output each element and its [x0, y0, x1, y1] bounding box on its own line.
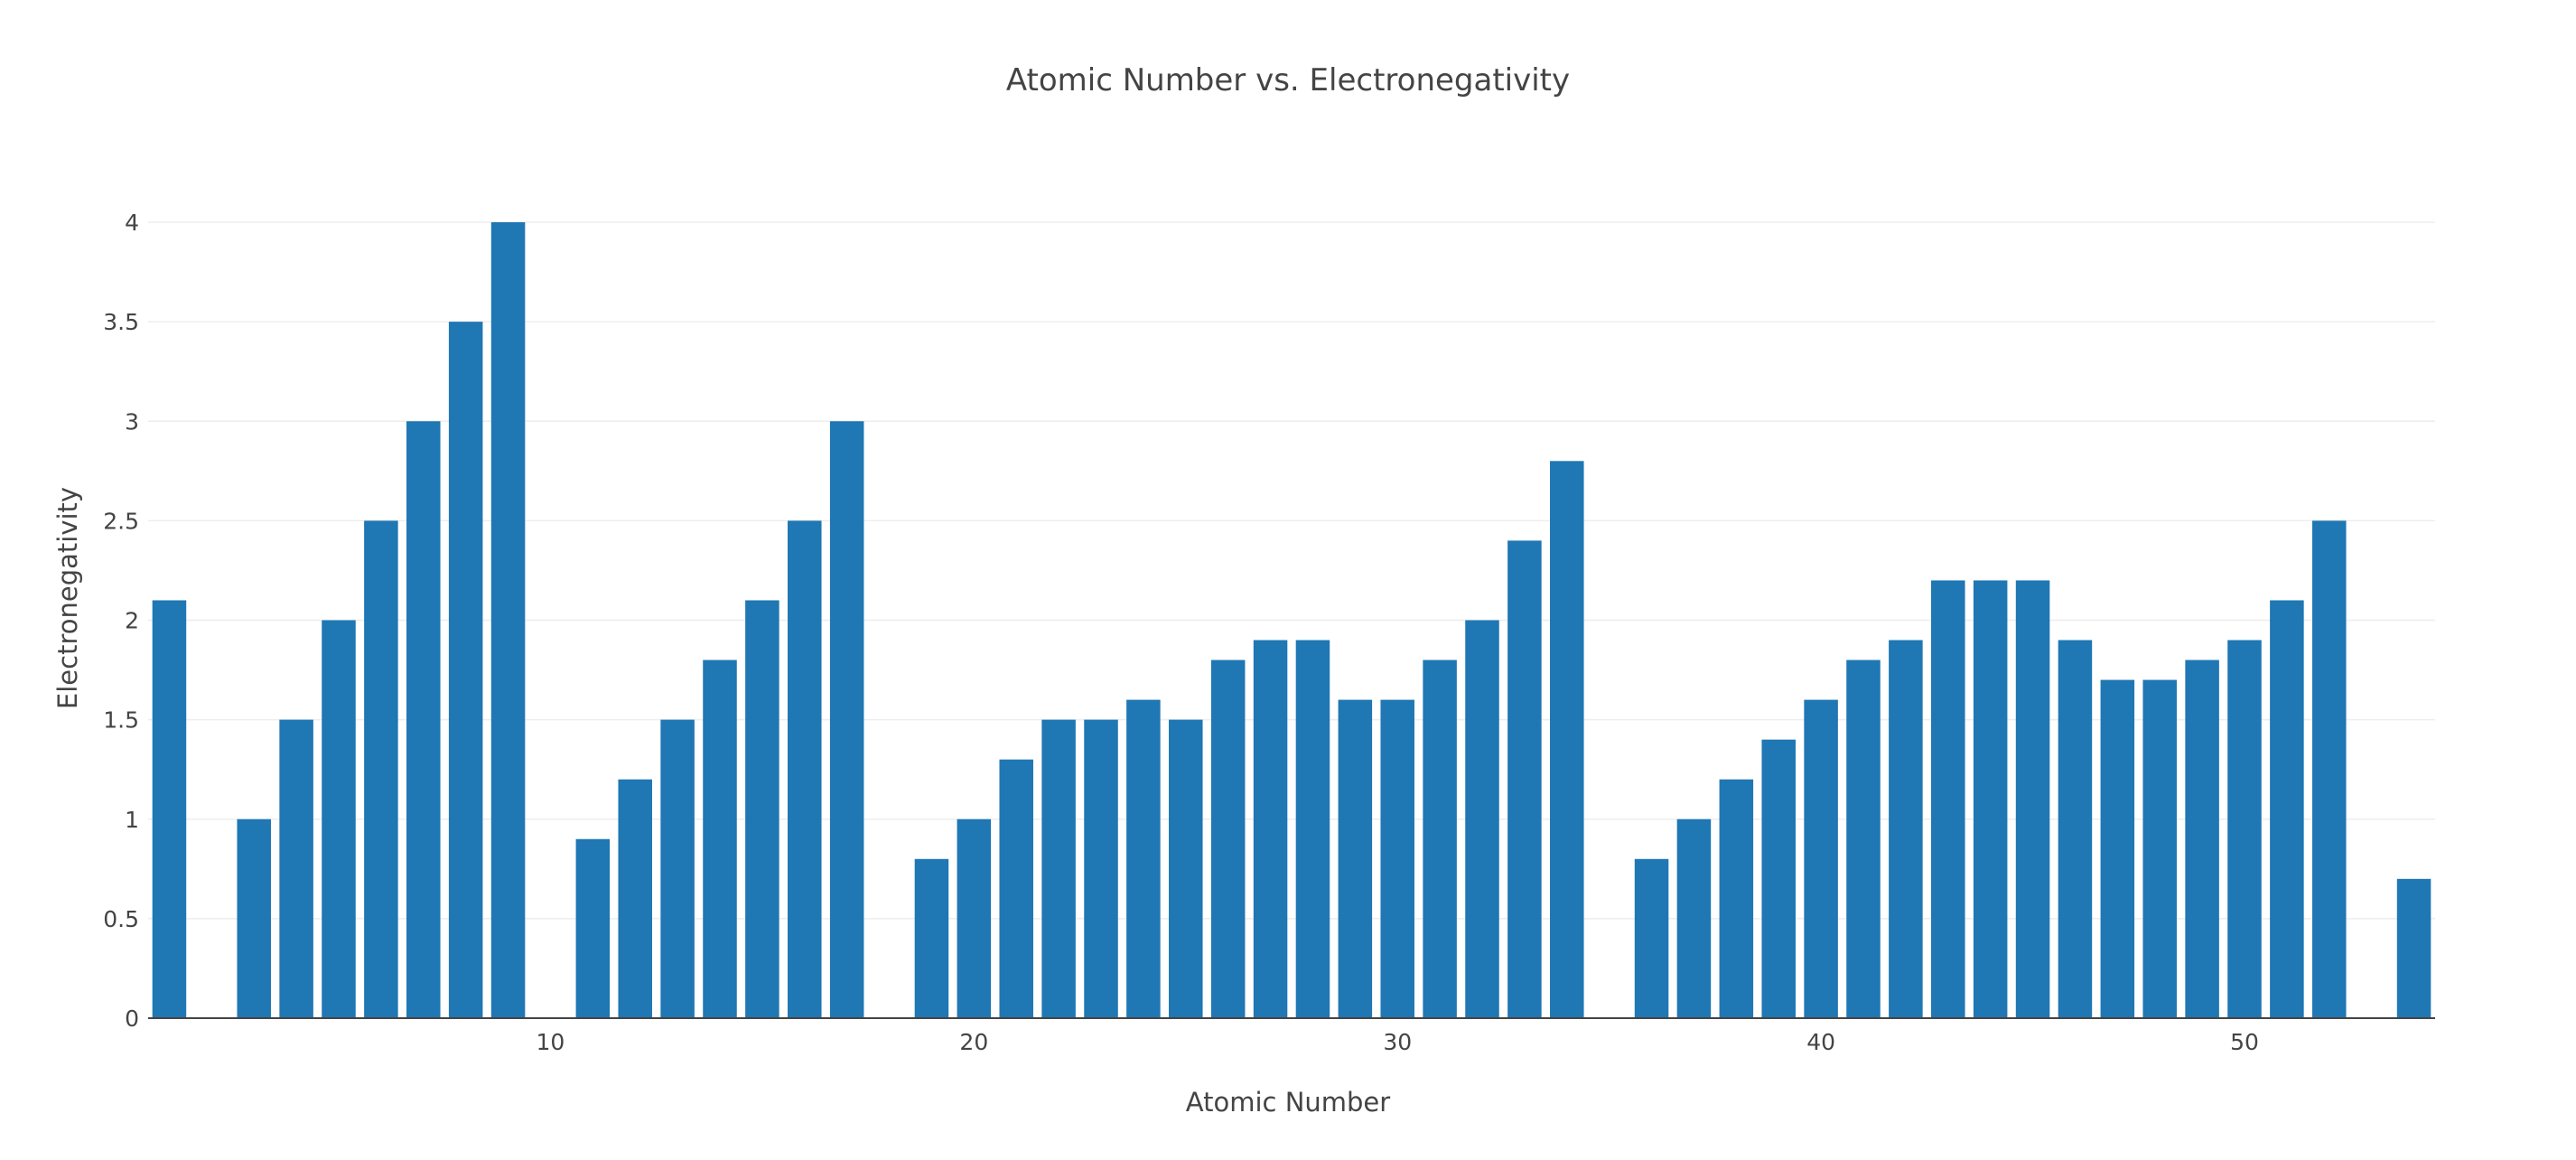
y-tick-label: 3.5: [103, 309, 139, 335]
bar-atomic-27: [1253, 640, 1288, 1018]
bar-atomic-42: [1889, 640, 1923, 1018]
bar-atomic-34: [1550, 461, 1584, 1018]
bar-atomic-24: [1126, 699, 1161, 1018]
x-tick-label: 20: [959, 1029, 988, 1055]
y-tick-label: 1.5: [103, 707, 139, 734]
bar-atomic-17: [829, 421, 864, 1018]
bars: [152, 222, 2431, 1018]
bar-atomic-51: [2270, 600, 2304, 1018]
bar-atomic-26: [1210, 660, 1246, 1018]
bar-atomic-9: [490, 222, 526, 1018]
bar-atomic-3: [237, 819, 271, 1018]
x-tick-label: 40: [1806, 1029, 1835, 1055]
x-tick-label: 30: [1383, 1029, 1412, 1055]
bar-atomic-40: [1804, 699, 1838, 1018]
x-tick-label: 10: [537, 1029, 565, 1055]
bar-atomic-7: [406, 421, 441, 1018]
bar-atomic-20: [957, 819, 992, 1018]
bar-atomic-23: [1084, 719, 1118, 1018]
x-axis-title: Atomic Number: [1186, 1087, 1390, 1118]
bar-atomic-54: [2396, 878, 2431, 1018]
bar-atomic-28: [1295, 640, 1330, 1018]
bar-atomic-43: [1931, 580, 1965, 1018]
y-tick-label: 2.5: [103, 508, 139, 534]
bar-atomic-25: [1169, 719, 1203, 1018]
bar-atomic-4: [279, 719, 313, 1018]
bar-atomic-1: [152, 600, 187, 1018]
bar-atomic-46: [2058, 640, 2093, 1018]
bar-atomic-32: [1465, 620, 1499, 1018]
bar-atomic-44: [1973, 580, 2008, 1018]
bar-atomic-30: [1380, 699, 1414, 1018]
bar-atomic-21: [999, 759, 1033, 1018]
y-tick-label: 2: [125, 608, 139, 634]
bar-atomic-41: [1846, 660, 1881, 1018]
bar-atomic-14: [703, 660, 737, 1018]
axes: 0 0.5 1 1.5 2 2.5 3 3.5 4 10 20 30 40 50: [103, 210, 2435, 1055]
bar-atomic-8: [448, 322, 483, 1018]
bar-atomic-11: [575, 838, 611, 1018]
bar-atomic-38: [1719, 779, 1754, 1018]
chart-title: Atomic Number vs. Electronegativity: [1006, 62, 1570, 98]
y-tick-label: 3: [125, 408, 139, 435]
bar-atomic-19: [914, 858, 949, 1018]
bar-atomic-47: [2100, 679, 2135, 1018]
y-tick-label: 0.5: [103, 906, 139, 932]
y-axis-title: Electronegativity: [52, 487, 83, 709]
bar-atomic-12: [618, 779, 652, 1018]
bar-atomic-6: [364, 520, 398, 1018]
bar-atomic-37: [1676, 819, 1712, 1018]
bar-atomic-22: [1041, 719, 1076, 1018]
x-tick-label: 50: [2230, 1029, 2259, 1055]
bar-atomic-45: [2015, 580, 2050, 1018]
gridlines: [148, 221, 2435, 920]
bar-atomic-33: [1507, 540, 1542, 1018]
bar-atomic-5: [322, 620, 356, 1018]
bar-atomic-48: [2142, 679, 2177, 1018]
bar-atomic-29: [1338, 699, 1373, 1018]
bar-atomic-16: [788, 520, 822, 1018]
bar-atomic-50: [2227, 640, 2262, 1018]
bar-atomic-49: [2185, 660, 2219, 1018]
bar-atomic-13: [660, 719, 695, 1018]
y-tick-label: 4: [125, 210, 139, 236]
bar-atomic-52: [2312, 520, 2347, 1018]
y-tick-label: 1: [125, 807, 139, 833]
bar-atomic-15: [745, 600, 779, 1018]
bar-atomic-36: [1634, 858, 1669, 1018]
y-tick-label: 0: [125, 1006, 139, 1032]
bar-atomic-39: [1761, 739, 1796, 1018]
bar-atomic-31: [1423, 660, 1457, 1018]
